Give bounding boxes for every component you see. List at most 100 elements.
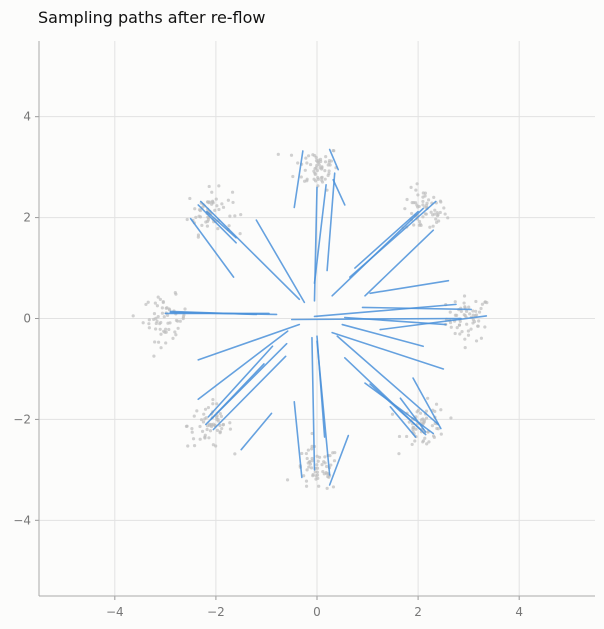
scatter-point bbox=[214, 444, 218, 448]
scatter-point bbox=[462, 294, 467, 298]
scatter-point bbox=[154, 321, 158, 326]
x-tick-label: −4 bbox=[106, 605, 124, 619]
scatter-point bbox=[310, 447, 314, 451]
scatter-point bbox=[211, 402, 215, 406]
scatter-point bbox=[205, 427, 209, 432]
scatter-point bbox=[436, 213, 440, 217]
scatter-point bbox=[465, 322, 469, 326]
scatter-point bbox=[320, 463, 324, 467]
scatter-point bbox=[192, 443, 197, 448]
scatter-point bbox=[200, 429, 205, 434]
sampling-path bbox=[212, 355, 287, 431]
scatter-point bbox=[403, 207, 407, 211]
scatter-point bbox=[479, 336, 484, 340]
scatter-point bbox=[431, 213, 435, 217]
scatter-point bbox=[315, 454, 319, 458]
scatter-point bbox=[476, 324, 480, 328]
scatter-point bbox=[474, 299, 478, 304]
scatter-point bbox=[205, 224, 210, 228]
scatter-point bbox=[200, 223, 204, 227]
scatter-point bbox=[304, 484, 309, 488]
scatter-point bbox=[416, 193, 420, 197]
scatter-point bbox=[159, 332, 163, 336]
scatter-point bbox=[315, 466, 320, 470]
scatter-point bbox=[219, 414, 224, 418]
scatter-point bbox=[438, 199, 443, 203]
sampling-path bbox=[313, 186, 318, 302]
scatter-point bbox=[480, 302, 485, 306]
scatter-point bbox=[188, 196, 192, 201]
scatter-point bbox=[439, 432, 443, 436]
scatter-point bbox=[171, 336, 175, 340]
sampling-path bbox=[364, 382, 435, 435]
scatter-point bbox=[313, 179, 318, 183]
scatter-point bbox=[306, 448, 310, 452]
scatter-point bbox=[203, 436, 207, 440]
scatter-point bbox=[174, 333, 178, 337]
scatter-point bbox=[214, 197, 218, 201]
scatter-point bbox=[327, 169, 331, 173]
scatter-point bbox=[443, 212, 447, 216]
scatter-point bbox=[316, 476, 320, 480]
scatter-point bbox=[161, 300, 165, 305]
scatter-point bbox=[306, 461, 310, 465]
scatter-point bbox=[285, 478, 290, 482]
scatter-point bbox=[446, 216, 450, 220]
scatter-point bbox=[431, 224, 435, 228]
scatter-point bbox=[156, 295, 160, 299]
scatter-point bbox=[218, 431, 222, 435]
scatter-point bbox=[331, 485, 336, 489]
scatter-point bbox=[467, 305, 471, 309]
scatter-point bbox=[233, 452, 237, 456]
x-tick-label: 2 bbox=[414, 605, 422, 619]
scatter-point bbox=[206, 405, 211, 410]
scatter-point bbox=[414, 188, 418, 192]
scatter-point bbox=[299, 175, 303, 179]
scatter-point bbox=[276, 152, 280, 156]
scatter-point bbox=[316, 459, 320, 463]
scatter-point bbox=[329, 463, 333, 467]
scatter-point bbox=[424, 416, 429, 420]
scatter-point bbox=[453, 300, 457, 304]
scatter-point bbox=[325, 486, 329, 490]
scatter-point bbox=[323, 177, 327, 181]
scatter-point bbox=[317, 163, 321, 167]
scatter-point bbox=[331, 451, 335, 455]
scatter-point bbox=[418, 411, 423, 415]
tick-labels: −4 −2 0 2 4 −4 −2 0 2 4 bbox=[13, 110, 523, 619]
scatter-point bbox=[427, 440, 431, 444]
scatter-point bbox=[147, 322, 151, 326]
chart-title: Sampling paths after re-flow bbox=[38, 8, 266, 27]
scatter-point bbox=[425, 442, 429, 446]
scatter-point bbox=[405, 197, 409, 202]
scatter-point bbox=[328, 454, 332, 458]
sampling-path bbox=[311, 336, 316, 471]
scatter-point bbox=[463, 305, 467, 309]
scatter-point bbox=[160, 311, 165, 315]
sampling-path bbox=[199, 200, 301, 301]
scatter-point bbox=[211, 422, 216, 426]
scatter-point bbox=[164, 330, 168, 334]
scatter-point bbox=[432, 435, 436, 439]
scatter-point bbox=[407, 420, 411, 424]
scatter-point bbox=[424, 409, 429, 413]
scatter-point bbox=[147, 326, 151, 330]
sampling-paths bbox=[164, 148, 488, 486]
scatter-point bbox=[455, 325, 459, 330]
y-tick-label: −2 bbox=[13, 412, 31, 426]
scatter-point bbox=[202, 412, 206, 416]
grid-lines bbox=[39, 41, 595, 596]
scatter-point bbox=[410, 211, 414, 216]
scatter-point bbox=[436, 427, 440, 431]
scatter-point bbox=[208, 429, 213, 433]
scatter-point bbox=[325, 472, 329, 476]
sampling-path bbox=[369, 279, 450, 295]
scatter-point bbox=[305, 468, 309, 472]
scatter-point bbox=[432, 195, 436, 199]
scatter-point bbox=[228, 421, 232, 425]
scatter-point bbox=[483, 325, 487, 329]
scatter-point bbox=[207, 422, 211, 426]
scatter-point bbox=[474, 313, 479, 317]
sampling-path bbox=[412, 377, 442, 430]
scatter-point bbox=[313, 172, 317, 176]
